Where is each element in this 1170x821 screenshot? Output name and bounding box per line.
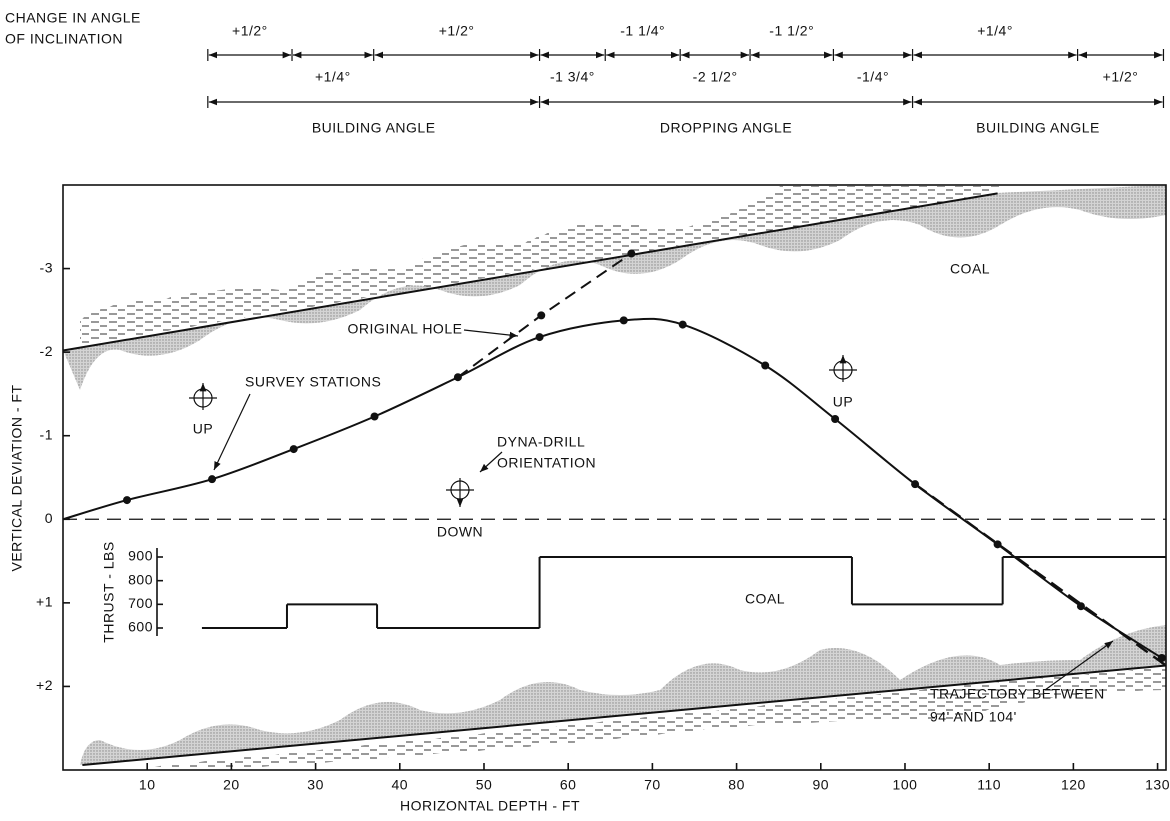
- band-label: -1 1/4°: [620, 23, 665, 39]
- pointer: [214, 394, 250, 470]
- annotation: DYNA-DRILL: [497, 434, 585, 450]
- x-tick-label: 60: [560, 777, 577, 793]
- x-tick-label: 130: [1145, 777, 1170, 793]
- chart: CHANGE IN ANGLE OF INCLINATION COAL COAL…: [0, 0, 1170, 821]
- survey-station: [123, 496, 131, 504]
- band-label: +1/4°: [977, 23, 1013, 39]
- survey-station: [536, 333, 544, 341]
- annotation: 94' AND 104': [930, 709, 1017, 725]
- band-label: BUILDING ANGLE: [312, 120, 436, 136]
- band-label: -2 1/2°: [693, 69, 738, 85]
- trajectory-line: [63, 319, 1162, 658]
- annotation: DOWN: [437, 524, 483, 540]
- band-label: +1/2°: [439, 23, 475, 39]
- survey-station: [831, 415, 839, 423]
- band-label: +1/2°: [232, 23, 268, 39]
- survey-station: [371, 412, 379, 420]
- y-tick-label: -3: [40, 259, 53, 275]
- annotation: TRAJECTORY BETWEEN: [930, 686, 1105, 702]
- x-tick-label: 30: [307, 777, 324, 793]
- survey-station: [620, 316, 628, 324]
- x-tick-label: 50: [476, 777, 493, 793]
- thrust-tick-label: 900: [128, 548, 153, 564]
- thrust-axis-label: THRUST - LBS: [101, 541, 117, 642]
- header-line: CHANGE IN ANGLE: [5, 10, 141, 26]
- annotation: ORIENTATION: [497, 455, 596, 471]
- y-tick-label: -2: [40, 343, 53, 359]
- annotation: UP: [833, 394, 853, 410]
- band-label: -1 3/4°: [550, 69, 595, 85]
- x-tick-label: 80: [728, 777, 745, 793]
- coal-label: COAL: [950, 261, 990, 277]
- coal-stipple: [63, 185, 1166, 390]
- thrust-tick-label: 800: [128, 571, 153, 587]
- band-label: -1 1/2°: [769, 23, 814, 39]
- shale-hatch: [80, 186, 1000, 345]
- y-tick-label: +1: [36, 594, 53, 610]
- x-tick-label: 10: [139, 777, 156, 793]
- coal-boundary: [63, 193, 998, 350]
- original-hole-point: [537, 311, 545, 319]
- x-tick-label: 90: [812, 777, 829, 793]
- thrust-tick-label: 700: [128, 595, 153, 611]
- x-tick-label: 40: [392, 777, 409, 793]
- x-tick-label: 20: [223, 777, 240, 793]
- survey-station: [290, 445, 298, 453]
- annotation: UP: [193, 421, 213, 437]
- x-tick-label: 110: [977, 777, 1001, 793]
- annotation: SURVEY STATIONS: [245, 374, 381, 390]
- coal-label: COAL: [745, 591, 785, 607]
- annotation: ORIGINAL HOLE: [348, 321, 463, 337]
- survey-station: [679, 321, 687, 329]
- x-tick-label: 100: [893, 777, 918, 793]
- trajectory-projection: [915, 484, 1166, 665]
- x-tick-label: 120: [1061, 777, 1086, 793]
- band-label: +1/2°: [1103, 69, 1139, 85]
- header-line: OF INCLINATION: [5, 31, 123, 47]
- band-label: +1/4°: [315, 69, 351, 85]
- y-tick-label: +2: [36, 677, 53, 693]
- survey-station: [208, 475, 216, 483]
- x-axis-label: HORIZONTAL DEPTH - FT: [400, 798, 580, 814]
- thrust-tick-label: 600: [128, 619, 153, 635]
- pointer: [464, 330, 518, 336]
- band-label: DROPPING ANGLE: [660, 120, 792, 136]
- band-label: BUILDING ANGLE: [976, 120, 1100, 136]
- survey-station: [761, 362, 769, 370]
- band-label: -1/4°: [857, 69, 889, 85]
- y-tick-label: 0: [45, 510, 53, 526]
- x-tick-label: 70: [644, 777, 661, 793]
- coal-texture: [63, 185, 1166, 770]
- y-tick-label: -1: [40, 426, 53, 442]
- y-axis-label: VERTICAL DEVIATION - FT: [9, 384, 25, 571]
